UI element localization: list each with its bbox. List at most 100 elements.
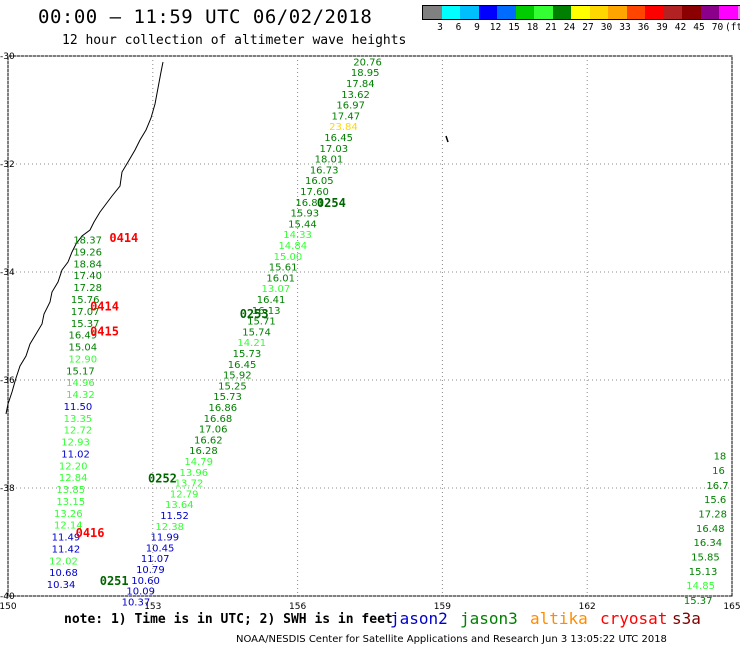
pass-id-label: 0252: [148, 471, 177, 485]
wave-height-label: 15.85: [691, 553, 720, 564]
pass-id-label: 0414: [90, 300, 119, 314]
colorbar-swatch: [682, 6, 701, 19]
colorbar-label: 18: [526, 22, 539, 33]
lon-tick-label: 165: [723, 602, 740, 612]
map-title: 00:00 — 11:59 UTC 06/02/2018: [38, 6, 373, 28]
colorbar-swatch: [460, 6, 479, 19]
colorbar-swatch: [534, 6, 553, 19]
colorbar-label: 30: [600, 22, 613, 33]
footer-credit: NOAA/NESDIS Center for Satellite Applica…: [236, 634, 667, 645]
wave-height-label: 12.84: [59, 473, 88, 484]
wave-height-label: 15.17: [66, 366, 95, 377]
wave-height-label: 16: [712, 466, 725, 477]
wave-height-label: 15.73: [213, 392, 242, 403]
wave-height-label: 17.03: [319, 144, 348, 155]
wave-height-label: 16.05: [305, 176, 334, 187]
pass-id-label: 0254: [317, 196, 346, 210]
wave-height-label: 17.47: [332, 111, 361, 122]
colorbar-swatches: [422, 5, 740, 20]
wave-height-label: 16.49: [68, 331, 97, 342]
colorbar-label: 12: [489, 22, 502, 33]
wave-height-label: 18.01: [315, 155, 344, 166]
coastline: [5, 61, 164, 415]
wave-height-label: 17.84: [346, 79, 375, 90]
pass-labels: 0254 0253 0252 0251 0414 0414 0415 0416: [76, 196, 346, 588]
wave-height-label: 17.07: [71, 307, 100, 318]
axis-tick-labels: 150 153 156 159 162 165 -30 -32 -34 -36 -38 -40: [0, 52, 740, 612]
legend-altika: altika: [530, 609, 588, 628]
wave-height-label: 15.00: [274, 252, 303, 263]
wave-height-label: 10.09: [126, 587, 155, 598]
lat-tick-label: -32: [0, 160, 15, 170]
colorbar-swatch: [423, 6, 442, 19]
wave-height-label: 15.44: [288, 219, 317, 230]
wave-height-label: 16.41: [257, 295, 286, 306]
wave-height-labels: 20.7618.9517.8413.6216.9717.4723.8416.45…: [47, 57, 729, 608]
colorbar-label: 9: [474, 22, 480, 33]
colorbar-label: 36: [637, 22, 650, 33]
wave-height-label: 13.07: [262, 284, 291, 295]
wave-height-label: 13.62: [341, 90, 370, 101]
legend-jason3: jason3: [460, 609, 518, 628]
colorbar-label: 70: [711, 22, 724, 33]
wave-height-label: 10.34: [47, 580, 76, 591]
pass-id-label: 0251: [100, 574, 129, 588]
wave-height-label: 16.86: [208, 403, 237, 414]
colorbar-label: 27: [582, 22, 594, 33]
colorbar-swatch: [626, 6, 645, 19]
wave-height-label: 15.37: [684, 596, 713, 607]
colorbar-swatch: [737, 6, 740, 19]
wave-height-label: 16.45: [228, 360, 257, 371]
wave-height-label: 12.90: [68, 354, 97, 365]
wave-height-label: 15.73: [233, 349, 262, 360]
legend-s3a: s3a: [672, 609, 701, 628]
wave-height-label: 14.79: [184, 457, 213, 468]
wave-height-label: 12.93: [61, 438, 90, 449]
wave-height-label: 12.38: [155, 522, 184, 533]
colorbar-label: 39: [656, 22, 668, 33]
wave-height-label: 11.02: [61, 449, 90, 460]
wave-height-label: 16.68: [204, 414, 233, 425]
map-subtitle: 12 hour collection of altimeter wave hei…: [62, 33, 407, 48]
wave-height-label: 18.37: [73, 236, 102, 247]
wave-height-label: 16.7: [706, 481, 728, 492]
wave-height-label: 16.28: [189, 446, 218, 457]
wave-height-label: 10.37: [122, 597, 151, 608]
colorbar-swatch: [478, 6, 497, 19]
lon-tick-label: 153: [144, 602, 161, 612]
colorbar-swatch: [552, 6, 571, 19]
wave-height-label: 13.15: [56, 497, 85, 508]
lat-tick-label: -40: [0, 592, 15, 602]
wave-height-label: 18: [714, 452, 727, 463]
wave-height-label: 10.79: [136, 565, 165, 576]
wave-height-label: 12.79: [170, 489, 199, 500]
colorbar-label: 15: [508, 22, 520, 33]
wave-height-label: 16.81: [295, 198, 324, 209]
lat-tick-label: -30: [0, 52, 15, 62]
lat-tick-label: -36: [0, 376, 15, 386]
wave-height-label: 16.73: [310, 165, 339, 176]
wave-height-label: 13.64: [165, 500, 194, 511]
wave-height-label: 15.93: [291, 209, 320, 220]
wave-height-label: 17.60: [300, 187, 329, 198]
colorbar-swatch: [515, 6, 534, 19]
wave-height-label: 15.04: [68, 343, 97, 354]
wave-height-label: 16.48: [696, 524, 725, 535]
wave-height-label: 15.71: [247, 317, 276, 328]
lat-tick-label: -38: [0, 484, 15, 494]
colorbar-swatch: [497, 6, 516, 19]
colorbar-label: 24: [563, 22, 576, 33]
lon-tick-label: 150: [0, 602, 17, 612]
colorbar-swatch: [608, 6, 627, 19]
map-grid: [7, 55, 733, 597]
wave-height-label: 13.85: [56, 485, 85, 496]
colorbar-label: 42: [674, 22, 687, 33]
wave-height-label: 12.02: [49, 556, 78, 567]
wave-height-label: 15.76: [71, 295, 100, 306]
wave-height-label: 14.33: [283, 230, 312, 241]
lon-tick-label: 159: [434, 602, 451, 612]
wave-height-label: 18.84: [73, 259, 102, 270]
colorbar-label: 3: [437, 22, 443, 33]
